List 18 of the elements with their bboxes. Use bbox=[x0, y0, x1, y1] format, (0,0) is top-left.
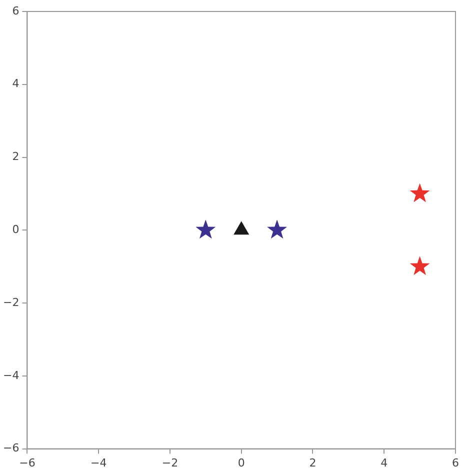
x-tick-label: −2 bbox=[162, 456, 178, 470]
x-tick-label: 0 bbox=[238, 456, 245, 470]
y-tick-label: −2 bbox=[2, 296, 20, 309]
x-tick-label: −4 bbox=[90, 456, 107, 470]
x-tick-label: 2 bbox=[309, 456, 316, 470]
point bbox=[410, 183, 430, 202]
y-tick-label: 6 bbox=[12, 4, 20, 18]
y-tick-label: −6 bbox=[2, 442, 20, 455]
x-tick-label: 4 bbox=[380, 456, 388, 470]
point bbox=[410, 256, 430, 276]
x-tick-label: 6 bbox=[452, 456, 459, 470]
y-tick-label: −4 bbox=[2, 368, 20, 382]
y-tick-label: 0 bbox=[12, 223, 20, 236]
y-tick-label: 2 bbox=[12, 150, 20, 164]
point bbox=[196, 220, 216, 239]
y-tick-label: 4 bbox=[12, 77, 20, 90]
point bbox=[267, 220, 288, 239]
point bbox=[234, 222, 249, 235]
